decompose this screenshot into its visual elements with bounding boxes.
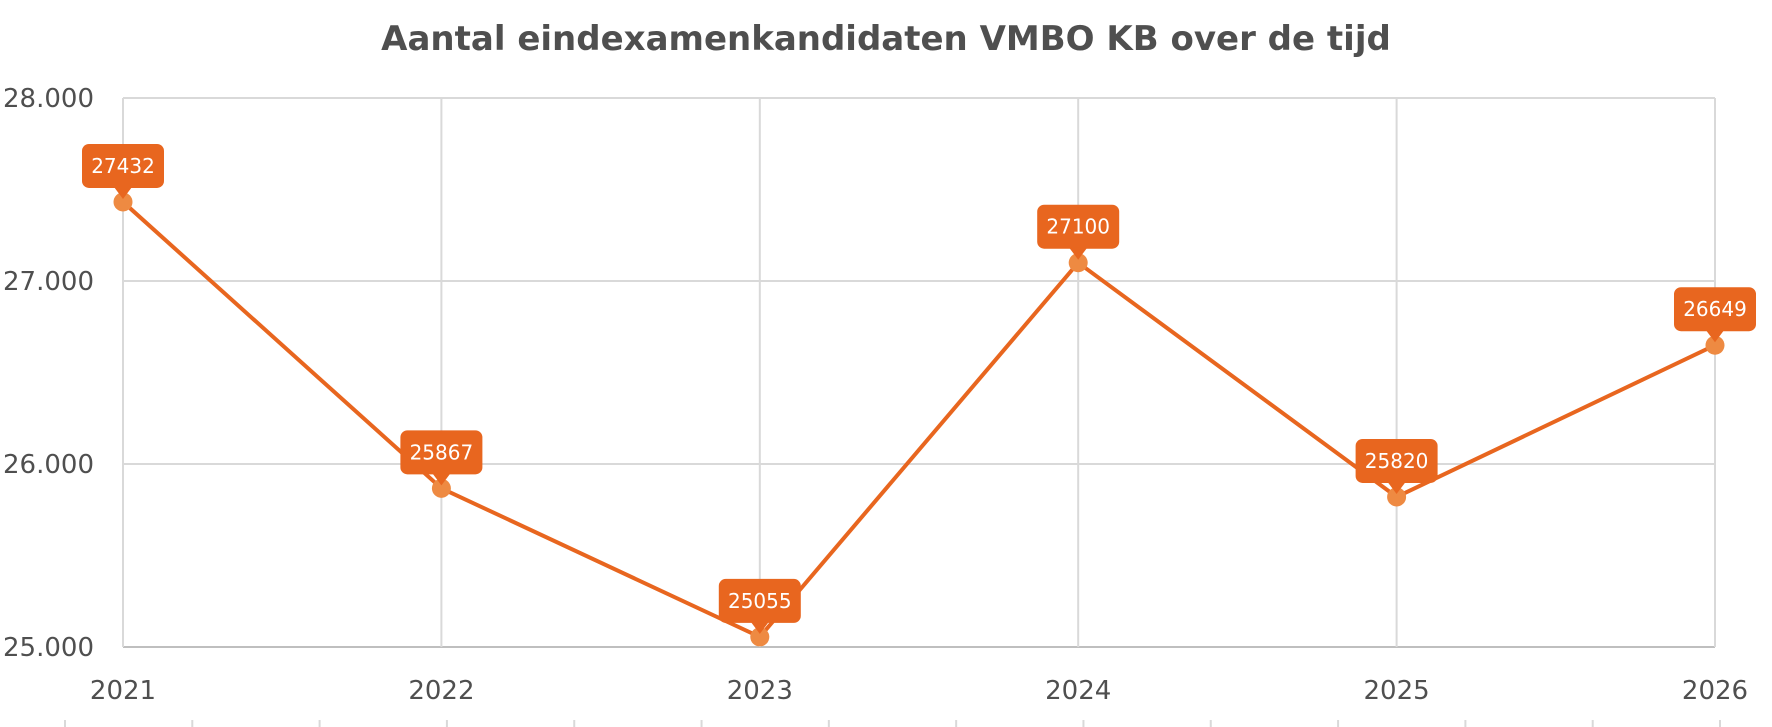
data-label-value: 27100 [1046, 215, 1110, 239]
data-label-value: 25055 [728, 589, 792, 613]
data-point [1705, 335, 1725, 355]
data-label-box [1355, 438, 1438, 483]
data-label: 25867 [400, 430, 483, 486]
gridlines [122, 97, 1716, 648]
data-label-value: 27432 [91, 154, 155, 178]
data-labels: 27432 25867 25055 27100 25820 26649 [82, 143, 1756, 634]
data-point [1387, 487, 1407, 507]
x-tick-label: 2021 [90, 676, 156, 706]
data-point [1068, 253, 1088, 273]
data-label-box [400, 430, 483, 475]
x-tick-label: 2022 [408, 676, 474, 706]
data-label-pointer [750, 621, 769, 634]
data-point [431, 478, 451, 498]
x-tick-label: 2026 [1682, 676, 1748, 706]
data-markers [113, 192, 1725, 647]
y-tick-label: 26.000 [3, 450, 94, 480]
x-tick-label: 2024 [1045, 676, 1111, 706]
data-label-pointer [1706, 330, 1724, 343]
data-label: 27100 [1037, 204, 1120, 260]
data-label-value: 25867 [410, 440, 474, 464]
data-label-box [1674, 287, 1756, 332]
data-label-box [1037, 204, 1120, 249]
data-label: 25820 [1355, 438, 1438, 494]
data-label: 27432 [82, 143, 164, 199]
data-label-pointer [432, 473, 451, 486]
data-label-pointer [1387, 481, 1406, 494]
data-label-value: 25820 [1365, 449, 1429, 473]
chart-title: Aantal eindexamenkandidaten VMBO KB over… [381, 19, 1391, 59]
data-label: 25055 [718, 578, 801, 634]
data-label-value: 26649 [1683, 297, 1747, 321]
data-label: 26649 [1674, 287, 1756, 343]
y-tick-label: 27.000 [3, 267, 94, 297]
series-line-layer [121, 200, 1716, 639]
data-point [113, 192, 133, 212]
data-point [750, 627, 770, 647]
x-tick-label: 2025 [1364, 676, 1430, 706]
series-line [121, 200, 1716, 639]
y-tick-label: 25.000 [3, 633, 94, 663]
data-label-pointer [1069, 247, 1088, 260]
data-label-box [82, 143, 164, 188]
data-label-box [718, 578, 801, 623]
y-axis-ticks: 25.000 26.000 27.000 28.000 [3, 84, 94, 663]
y-tick-label: 28.000 [3, 84, 94, 114]
x-axis-ticks: 2021 2022 2023 2024 2025 2026 [64, 676, 1748, 727]
data-label-pointer [114, 186, 132, 199]
x-tick-label: 2023 [727, 676, 793, 706]
